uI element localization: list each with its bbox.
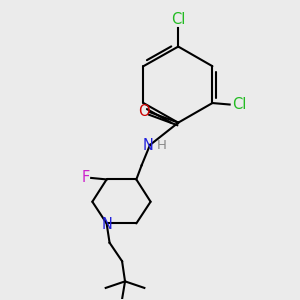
Text: N: N	[143, 138, 154, 153]
Text: Cl: Cl	[232, 97, 246, 112]
Text: N: N	[101, 217, 112, 232]
Text: F: F	[82, 170, 90, 185]
Text: H: H	[156, 139, 166, 152]
Text: O: O	[138, 104, 149, 119]
Text: Cl: Cl	[171, 12, 185, 27]
